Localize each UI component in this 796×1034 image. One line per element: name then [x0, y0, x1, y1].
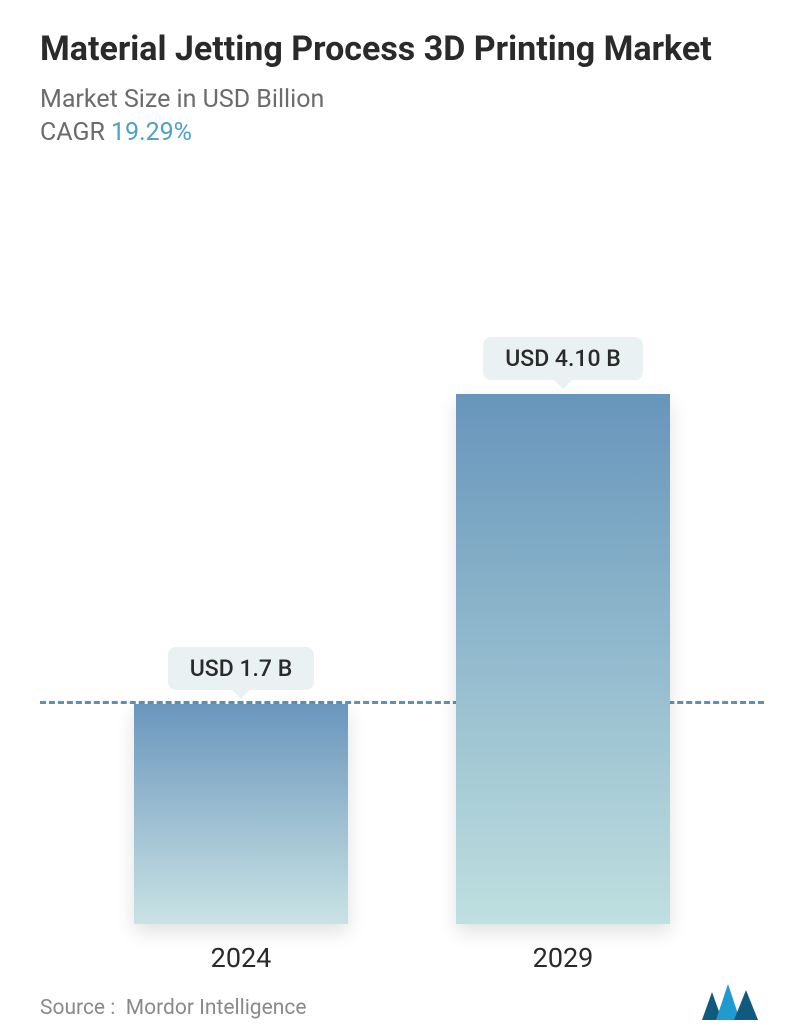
- bars-container: USD 1.7 B USD 4.10 B: [40, 157, 764, 925]
- chart-subtitle: Market Size in USD Billion: [40, 85, 764, 114]
- value-pill: USD 1.7 B: [168, 647, 314, 690]
- source-label: Source :: [40, 996, 115, 1020]
- cagr-label: CAGR: [40, 118, 105, 147]
- x-label: 2029: [456, 942, 670, 974]
- bar: [134, 704, 348, 924]
- source-name: Mordor Intelligence: [126, 996, 307, 1020]
- source-text: Source : Mordor Intelligence: [40, 996, 306, 1020]
- cagr-value: 19.29%: [111, 118, 192, 147]
- value-pill: USD 4.10 B: [483, 337, 643, 380]
- chart-area: USD 1.7 B USD 4.10 B 2024 2029: [40, 157, 764, 1034]
- chart-title: Material Jetting Process 3D Printing Mar…: [40, 28, 764, 71]
- cagr-line: CAGR19.29%: [40, 118, 764, 147]
- brand-logo-icon: [702, 980, 764, 1020]
- x-label: 2024: [134, 942, 348, 974]
- bar-unit: USD 1.7 B: [134, 647, 348, 924]
- x-axis-labels: 2024 2029: [40, 942, 764, 974]
- chart-footer: Source : Mordor Intelligence: [40, 980, 764, 1020]
- bar: [456, 394, 670, 924]
- bar-unit: USD 4.10 B: [456, 337, 670, 924]
